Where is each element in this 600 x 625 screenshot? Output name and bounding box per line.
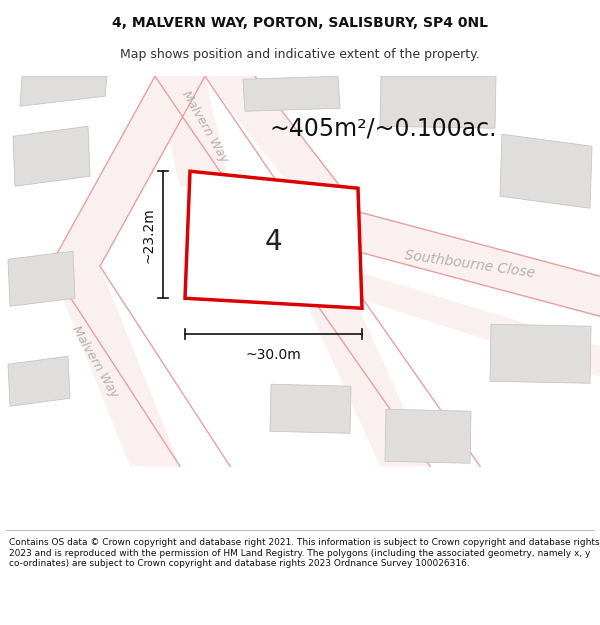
- Text: 4: 4: [265, 228, 283, 256]
- Text: 4, MALVERN WAY, PORTON, SALISBURY, SP4 0NL: 4, MALVERN WAY, PORTON, SALISBURY, SP4 0…: [112, 16, 488, 30]
- Polygon shape: [185, 171, 362, 308]
- Text: ~405m²/~0.100ac.: ~405m²/~0.100ac.: [270, 116, 497, 140]
- Polygon shape: [8, 356, 70, 406]
- Polygon shape: [50, 76, 205, 266]
- Polygon shape: [243, 76, 340, 111]
- Polygon shape: [205, 76, 340, 186]
- Polygon shape: [290, 266, 430, 466]
- Text: Southbourne Close: Southbourne Close: [404, 248, 536, 281]
- Polygon shape: [50, 266, 180, 466]
- Polygon shape: [8, 251, 75, 306]
- Text: Map shows position and indicative extent of the property.: Map shows position and indicative extent…: [120, 48, 480, 61]
- Polygon shape: [13, 126, 90, 186]
- Polygon shape: [300, 196, 600, 316]
- Polygon shape: [320, 266, 600, 376]
- Polygon shape: [155, 76, 230, 186]
- Text: Malvern Way: Malvern Way: [179, 88, 231, 164]
- Polygon shape: [380, 76, 496, 128]
- Polygon shape: [385, 409, 471, 463]
- Polygon shape: [490, 324, 591, 383]
- Text: ~23.2m: ~23.2m: [141, 207, 155, 262]
- Polygon shape: [270, 384, 351, 433]
- Text: Malvern Way: Malvern Way: [69, 323, 121, 399]
- Text: Contains OS data © Crown copyright and database right 2021. This information is : Contains OS data © Crown copyright and d…: [9, 538, 599, 568]
- Polygon shape: [20, 76, 107, 106]
- Text: ~30.0m: ~30.0m: [245, 348, 301, 362]
- Polygon shape: [225, 193, 306, 254]
- Polygon shape: [500, 134, 592, 208]
